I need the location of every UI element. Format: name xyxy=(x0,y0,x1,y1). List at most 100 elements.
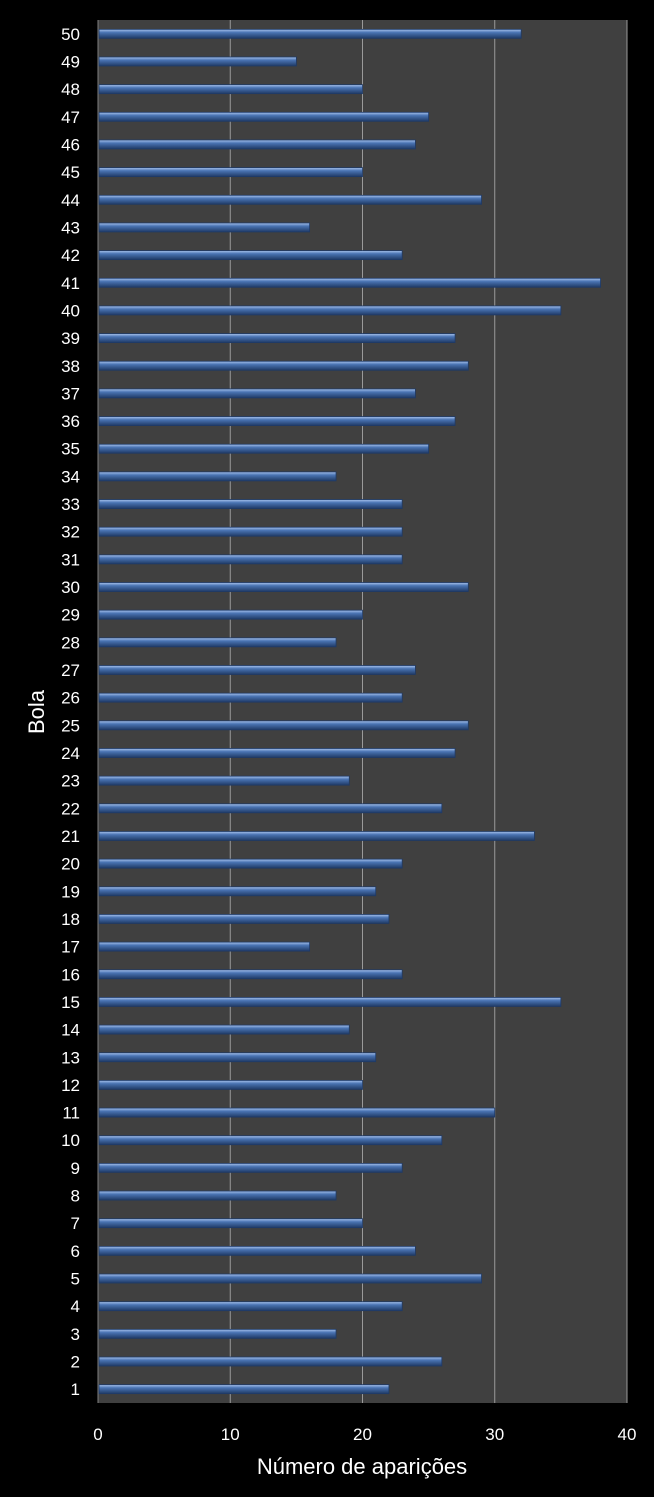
y-tick-label: 28 xyxy=(61,633,80,652)
bar-23 xyxy=(98,775,350,786)
y-tick-label: 40 xyxy=(61,301,80,320)
y-tick-label: 46 xyxy=(61,135,80,154)
y-tick-label: 2 xyxy=(71,1353,80,1372)
bar-29 xyxy=(98,609,363,620)
bar-35 xyxy=(98,443,430,454)
y-tick-label: 34 xyxy=(61,467,80,486)
y-tick-label: 42 xyxy=(61,246,80,265)
bar-50 xyxy=(98,28,522,39)
y-tick-label: 15 xyxy=(61,993,80,1012)
y-tick-label: 37 xyxy=(61,384,80,403)
x-tick-label: 10 xyxy=(221,1425,240,1444)
bar-45 xyxy=(98,167,363,178)
bar-20 xyxy=(98,858,403,869)
y-tick-label: 45 xyxy=(61,163,80,182)
bar-36 xyxy=(98,416,456,426)
y-tick-label: 6 xyxy=(71,1242,80,1261)
x-tick-label: 30 xyxy=(485,1425,504,1444)
y-tick-label: 7 xyxy=(71,1214,80,1233)
y-tick-label: 50 xyxy=(61,25,80,44)
bar-13 xyxy=(98,1052,377,1063)
x-axis-title: Número de aparições xyxy=(257,1454,467,1479)
bar-10 xyxy=(98,1135,443,1146)
bar-28 xyxy=(98,637,337,648)
y-tick-label: 17 xyxy=(61,938,80,957)
y-tick-label: 8 xyxy=(71,1187,80,1206)
bar-4 xyxy=(98,1301,403,1312)
bar-43 xyxy=(98,222,311,233)
bar-15 xyxy=(98,997,562,1007)
y-tick-label: 49 xyxy=(61,52,80,71)
bar-3 xyxy=(98,1328,337,1339)
y-axis-title: Bola xyxy=(24,689,49,734)
y-tick-label: 24 xyxy=(61,744,80,763)
y-tick-label: 10 xyxy=(61,1131,80,1150)
bar-14 xyxy=(98,1024,350,1035)
bar-24 xyxy=(98,748,456,758)
y-tick-label: 9 xyxy=(71,1159,80,1178)
bar-8 xyxy=(98,1190,337,1201)
bar-44 xyxy=(98,194,482,205)
y-tick-label: 48 xyxy=(61,80,80,99)
x-tick-label: 0 xyxy=(93,1425,102,1444)
y-tick-label: 23 xyxy=(61,772,80,791)
bar-46 xyxy=(98,139,416,150)
y-tick-label: 41 xyxy=(61,274,80,293)
x-tick-label: 40 xyxy=(618,1425,637,1444)
bar-25 xyxy=(98,720,469,731)
bar-32 xyxy=(98,526,403,537)
y-tick-labels: 1234567891011121314151617181920212223242… xyxy=(61,25,80,1399)
bar-18 xyxy=(98,914,390,924)
bar-7 xyxy=(98,1218,363,1229)
bar-47 xyxy=(98,111,430,122)
y-tick-label: 47 xyxy=(61,108,80,127)
y-tick-label: 19 xyxy=(61,882,80,901)
bars xyxy=(98,28,601,1395)
y-tick-label: 30 xyxy=(61,578,80,597)
bar-27 xyxy=(98,665,416,675)
bar-31 xyxy=(98,554,403,565)
y-tick-label: 14 xyxy=(61,1021,80,1040)
y-tick-label: 33 xyxy=(61,495,80,514)
bar-41 xyxy=(98,277,601,288)
y-tick-label: 31 xyxy=(61,550,80,569)
bar-40 xyxy=(98,305,562,316)
bar-1 xyxy=(98,1384,390,1395)
y-tick-label: 32 xyxy=(61,523,80,542)
y-tick-label: 26 xyxy=(61,689,80,708)
bar-22 xyxy=(98,803,443,814)
bar-6 xyxy=(98,1245,416,1256)
bar-42 xyxy=(98,250,403,261)
y-tick-label: 38 xyxy=(61,357,80,376)
bar-9 xyxy=(98,1162,403,1173)
bar-21 xyxy=(98,831,535,841)
bar-26 xyxy=(98,692,403,703)
bar-17 xyxy=(98,941,311,952)
bar-38 xyxy=(98,360,469,371)
y-tick-label: 16 xyxy=(61,965,80,984)
bar-12 xyxy=(98,1080,363,1090)
bar-2 xyxy=(98,1356,443,1367)
y-tick-label: 36 xyxy=(61,412,80,431)
y-tick-label: 3 xyxy=(71,1325,80,1344)
y-tick-label: 12 xyxy=(61,1076,80,1095)
y-tick-label: 39 xyxy=(61,329,80,348)
y-tick-label: 25 xyxy=(61,716,80,735)
y-tick-label: 22 xyxy=(61,799,80,818)
y-tick-label: 35 xyxy=(61,440,80,459)
y-tick-label: 20 xyxy=(61,855,80,874)
y-tick-label: 4 xyxy=(71,1297,80,1316)
y-tick-label: 44 xyxy=(61,191,80,210)
bar-16 xyxy=(98,969,403,980)
y-tick-label: 5 xyxy=(71,1270,80,1289)
bar-33 xyxy=(98,499,403,509)
y-tick-label: 43 xyxy=(61,218,80,237)
y-tick-label: 18 xyxy=(61,910,80,929)
x-tick-labels: 0 10 20 30 40 xyxy=(93,1425,636,1444)
bar-5 xyxy=(98,1273,482,1284)
bar-34 xyxy=(98,471,337,482)
bar-39 xyxy=(98,333,456,343)
bar-49 xyxy=(98,56,297,67)
bar-11 xyxy=(98,1107,496,1118)
